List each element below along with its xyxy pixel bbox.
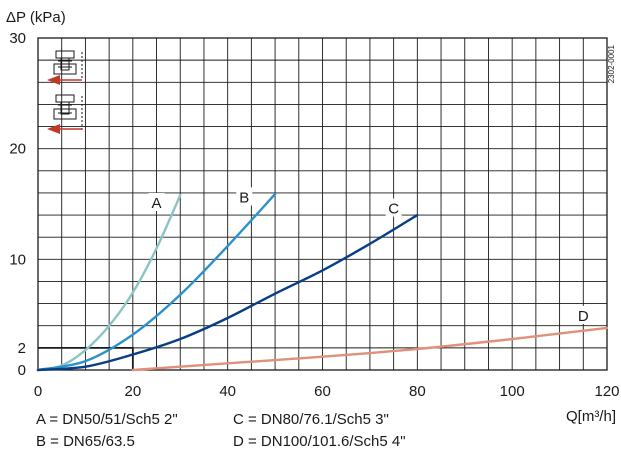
legend-a: A = DN50/51/Sch5 2" [36,411,178,428]
series-label-c: C [388,201,399,218]
series-label-bg-c [385,198,402,217]
figure-code: 2302-0001 [607,44,616,83]
x-tick-label: 20 [124,383,141,400]
series-label-bg-a [148,193,165,211]
x-tick-label: 60 [314,383,331,400]
x-tick-label: 80 [409,383,426,400]
y-axis-label: ΔP (kPa) [6,9,66,26]
plot-border [37,37,608,371]
y-tick-label: 20 [9,141,26,158]
valve-top-icon [47,50,83,85]
curves [36,192,609,372]
grid [38,38,607,370]
valve-bottom-icon [47,94,83,134]
x-tick-label: 40 [219,383,236,400]
y-tick-label: 0 [18,362,26,379]
legend-b: B = DN65/63.5 [36,433,135,450]
series-line-b [36,192,277,372]
reference-marker [38,346,134,370]
series-label-bg-b [236,187,253,206]
series-label-b: B [239,189,249,206]
tick-labels: 0 20 40 60 80 100 120 0 2 10 20 30 [9,30,619,400]
valve-icons [47,50,83,134]
x-tick-label: 120 [594,383,619,400]
plot-frame [37,37,608,371]
x-axis-label: Q[m³/h] [566,408,616,425]
reference-line [38,346,134,370]
x-tick-label: 100 [500,383,525,400]
curve-labels: A B C D [148,187,592,325]
legend-c: C = DN80/76.1/Sch5 3" [233,411,389,428]
y-tick-label: 10 [9,251,26,268]
series-label-bg-d [575,305,592,324]
series-label-d: D [578,308,589,325]
y-tick-label: 2 [18,340,26,357]
series-line-d [131,326,609,372]
series-label-a: A [152,195,162,212]
series-line-c [36,213,419,372]
legend-d: D = DN100/101.6/Sch5 4" [233,433,406,450]
x-tick-label: 0 [34,383,42,400]
y-tick-label: 30 [9,30,26,47]
